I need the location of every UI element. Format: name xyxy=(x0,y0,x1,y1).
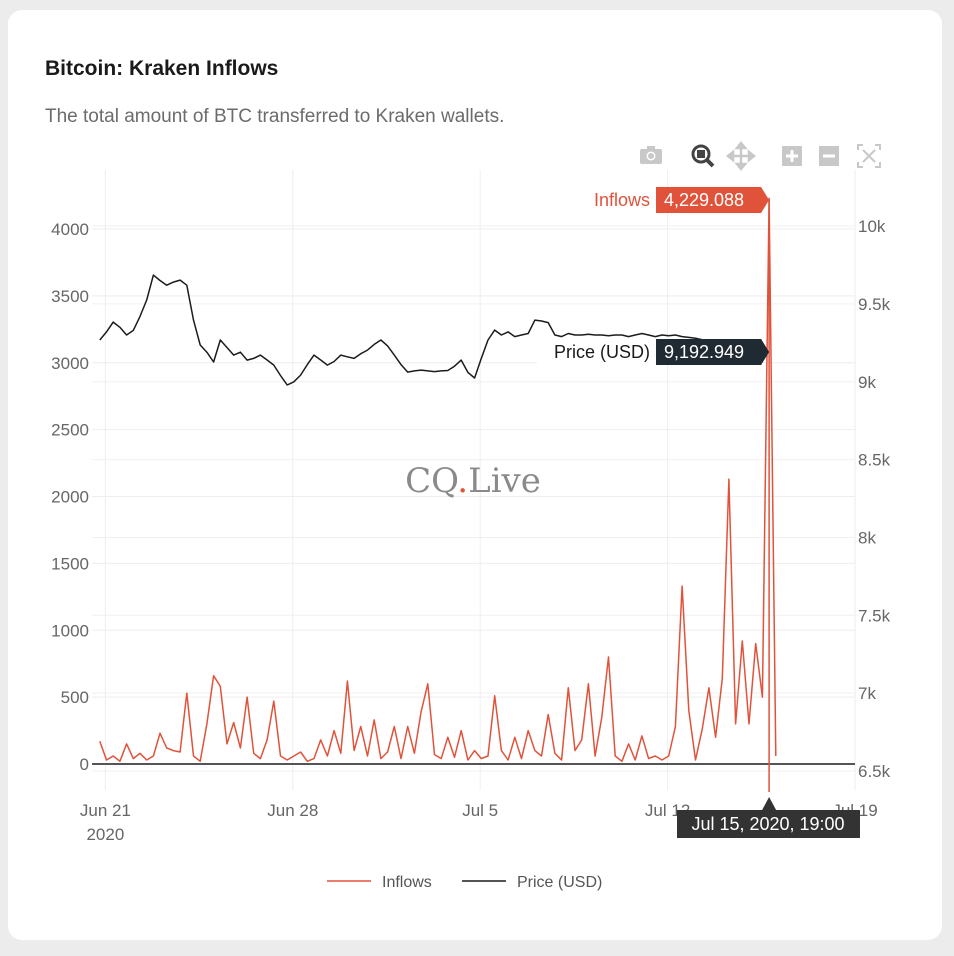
pan-icon[interactable] xyxy=(725,140,757,172)
chart-subtitle: The total amount of BTC transferred to K… xyxy=(45,106,505,127)
hover-inflows-box xyxy=(656,187,770,213)
autoscale-icon[interactable] xyxy=(857,144,881,168)
camera-icon[interactable] xyxy=(640,146,662,164)
y-right-tick-label: 10k xyxy=(858,217,886,236)
hover-x-label-box xyxy=(677,797,860,838)
watermark: CQ.Live xyxy=(405,461,541,501)
legend-item-inflows[interactable]: Inflows xyxy=(327,874,432,891)
y-right-tick-label: 7k xyxy=(858,684,876,703)
zoom-in-icon[interactable] xyxy=(782,146,802,166)
y-right-tick-label: 8.5k xyxy=(858,451,891,470)
y-right-tick-label: 9.5k xyxy=(858,295,891,314)
y-left-tick-label: 2500 xyxy=(51,421,89,440)
hover-price-box xyxy=(656,339,770,365)
legend[interactable]: Inflows Price (USD) xyxy=(327,874,602,891)
zoom-out-icon[interactable] xyxy=(819,146,839,166)
y-left-tick-label: 3000 xyxy=(51,354,89,373)
x-tick-sublabel: 2020 xyxy=(86,825,124,844)
y-left-tick-label: 2000 xyxy=(51,488,89,507)
legend-label: Inflows xyxy=(382,874,432,891)
y-right-tick-label: 9k xyxy=(858,373,876,392)
series xyxy=(99,197,777,763)
modebar xyxy=(640,140,881,172)
hover-inflows-value: 4,229.088 xyxy=(664,190,744,210)
hover-layer: Inflows 4,229.088 Price (USD) 9,192.949 Jul … xyxy=(537,187,860,838)
y-left-tick-label: 0 xyxy=(80,755,89,774)
x-tick-label: Jul 5 xyxy=(462,801,498,820)
series-line-price-usd-[interactable] xyxy=(99,274,770,386)
y-right-tick-label: 6.5k xyxy=(858,762,891,781)
y-right-tick-label: 8k xyxy=(858,528,876,547)
y-left-tick-label: 500 xyxy=(61,688,89,707)
hover-price-value: 9,192.949 xyxy=(664,342,744,362)
zoom-icon[interactable] xyxy=(691,144,715,168)
y-left-tick-label: 1000 xyxy=(51,621,89,640)
hover-inflows-label: Inflows xyxy=(594,190,650,210)
chart-title: Bitcoin: Kraken Inflows xyxy=(45,57,279,80)
hover-x-label: Jul 15, 2020, 19:00 xyxy=(691,814,844,834)
x-tick-label: Jun 21 xyxy=(80,801,131,820)
series-line-inflows[interactable] xyxy=(99,197,777,763)
y-left-tick-label: 4000 xyxy=(51,220,89,239)
y-left-tick-label: 1500 xyxy=(51,554,89,573)
y-right-tick-label: 7.5k xyxy=(858,606,891,625)
grid xyxy=(92,170,856,790)
hover-price-label-bg xyxy=(537,339,655,365)
x-tick-label: Jun 28 xyxy=(267,801,318,820)
hover-price-label: Price (USD) xyxy=(554,342,650,362)
y-left-tick-label: 3500 xyxy=(51,287,89,306)
legend-item-price-usd-[interactable]: Price (USD) xyxy=(462,874,602,891)
legend-label: Price (USD) xyxy=(517,874,602,891)
